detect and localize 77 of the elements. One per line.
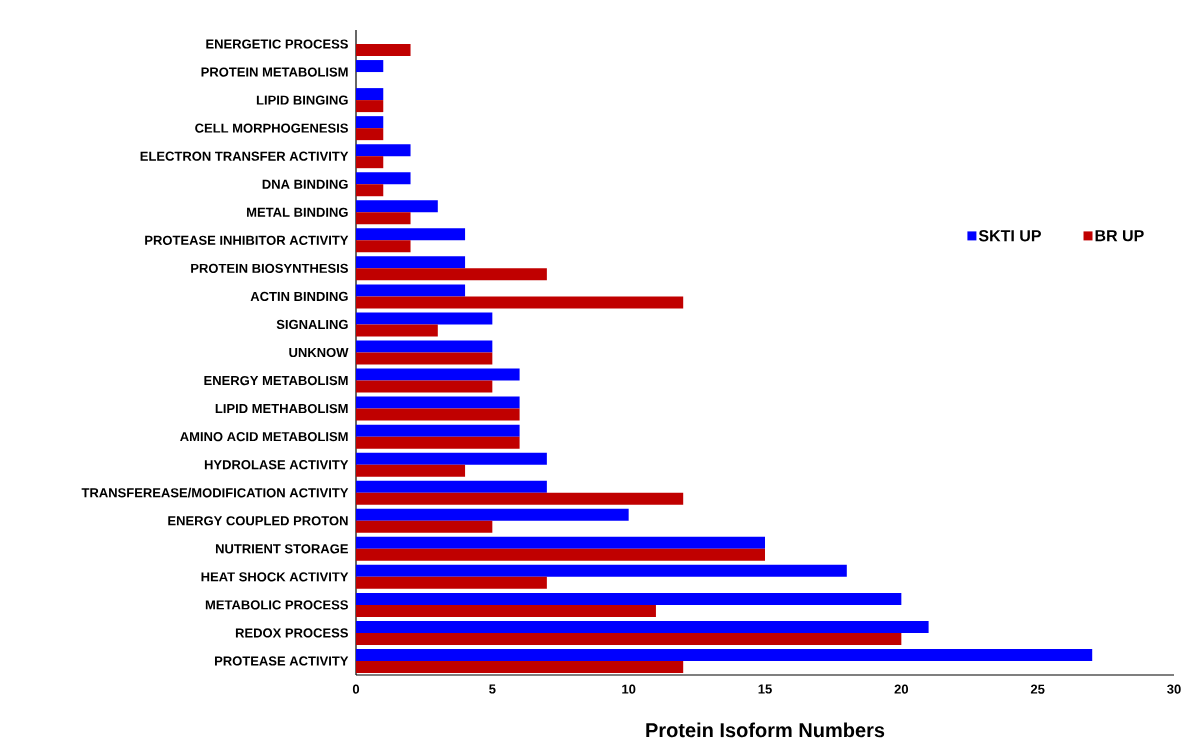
x-tick-label: 30 bbox=[1167, 684, 1181, 694]
y-tick-label: AMINO ACID METABOLISM bbox=[180, 432, 348, 442]
bar bbox=[356, 60, 384, 73]
y-tick-label: METAL BINDING bbox=[247, 207, 348, 217]
bar bbox=[356, 184, 384, 197]
y-tick-label: DNA BINDING bbox=[262, 179, 348, 189]
y-tick-label: HYDROLASE ACTIVITY bbox=[204, 460, 349, 470]
legend-label: SKTI UP bbox=[978, 230, 1041, 242]
y-tick-label: PROTEIN METABOLISM bbox=[201, 67, 348, 77]
y-tick-label: REDOX PROCESS bbox=[235, 628, 348, 638]
y-tick-label: ENERGY COUPLED PROTON bbox=[168, 516, 348, 526]
bar bbox=[356, 396, 520, 409]
y-tick-label: UNKNOW bbox=[289, 347, 349, 358]
bar bbox=[356, 508, 629, 521]
y-tick-label: PROTEIN BIOSYNTHESIS bbox=[191, 263, 348, 273]
bar bbox=[356, 660, 684, 673]
y-tick-label: ELECTRON TRANSFER ACTIVITY bbox=[140, 151, 349, 161]
y-tick-label: ENERGETIC PROCESS bbox=[206, 39, 348, 49]
y-tick-label: LIPID BINGING bbox=[256, 95, 348, 105]
bar bbox=[356, 340, 493, 353]
bar bbox=[356, 548, 765, 561]
bar bbox=[356, 296, 684, 309]
bar bbox=[356, 592, 902, 605]
bar bbox=[356, 268, 547, 281]
bar bbox=[356, 172, 411, 185]
y-tick-label: CELL MORPHOGENESIS bbox=[195, 123, 348, 133]
bar bbox=[356, 312, 493, 325]
bar bbox=[356, 436, 520, 449]
bar bbox=[356, 116, 384, 129]
x-tick-label: 20 bbox=[894, 684, 909, 694]
bar bbox=[356, 520, 493, 533]
y-tick-label: TRANSFEREASE/MODIFICATION ACTIVITY bbox=[81, 487, 349, 498]
bar bbox=[356, 576, 547, 589]
bar bbox=[356, 620, 929, 633]
bar bbox=[356, 100, 384, 113]
x-axis-title: Protein Isoform Numbers bbox=[646, 722, 885, 738]
x-tick-label: 15 bbox=[758, 684, 772, 694]
bar bbox=[356, 144, 411, 157]
bar bbox=[356, 128, 384, 141]
legend-label: BR UP bbox=[1095, 230, 1144, 242]
bar bbox=[356, 536, 765, 549]
bar bbox=[356, 228, 466, 241]
y-tick-label: LIPID METHABOLISM bbox=[215, 403, 348, 414]
bar bbox=[356, 352, 493, 365]
bar bbox=[356, 648, 1093, 661]
x-tick-label: 5 bbox=[489, 684, 496, 694]
bar bbox=[356, 408, 520, 421]
bar bbox=[356, 480, 547, 493]
bar bbox=[356, 424, 520, 437]
y-tick-label: PROTEASE ACTIVITY bbox=[215, 656, 349, 666]
bar bbox=[356, 464, 466, 477]
x-tick-label: 0 bbox=[352, 684, 360, 694]
bar bbox=[356, 44, 411, 57]
bar bbox=[356, 380, 493, 393]
bar bbox=[356, 368, 520, 381]
x-tick-label: 10 bbox=[622, 684, 636, 694]
x-tick-label: 25 bbox=[1030, 684, 1045, 694]
bar bbox=[356, 632, 902, 645]
bar bbox=[356, 256, 466, 269]
y-tick-label: ENERGY METABOLISM bbox=[204, 375, 348, 386]
bar bbox=[356, 240, 411, 253]
bar bbox=[356, 88, 384, 101]
y-tick-label: NUTRIENT STORAGE bbox=[215, 544, 348, 554]
y-tick-label: METABOLIC PROCESS bbox=[205, 600, 348, 610]
y-tick-label: ACTIN BINDING bbox=[250, 291, 348, 302]
bar bbox=[356, 604, 656, 617]
bar bbox=[356, 284, 466, 297]
y-tick-label: SIGNALING bbox=[276, 319, 348, 330]
bar bbox=[356, 564, 847, 577]
y-tick-label: HEAT SHOCK ACTIVITY bbox=[201, 572, 349, 582]
bar bbox=[356, 324, 438, 337]
bar bbox=[356, 200, 438, 213]
bar bbox=[356, 492, 684, 505]
bar bbox=[356, 452, 547, 465]
bar bbox=[356, 212, 411, 225]
y-tick-label: PROTEASE INHIBITOR ACTIVITY bbox=[145, 235, 349, 245]
bar bbox=[356, 156, 384, 169]
